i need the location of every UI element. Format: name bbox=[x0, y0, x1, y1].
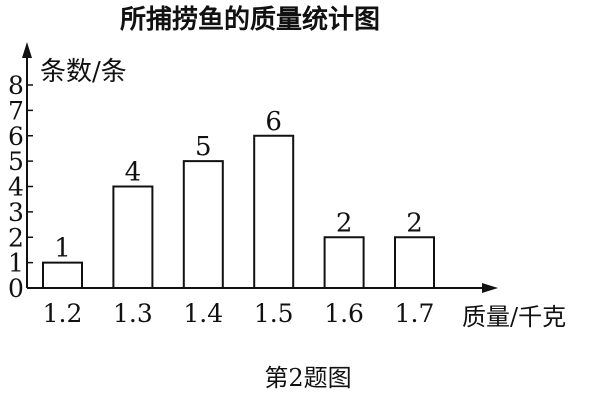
y-tick-label: 7 bbox=[8, 96, 24, 125]
y-tick-label: 8 bbox=[8, 71, 24, 100]
x-axis-arrow bbox=[482, 283, 498, 293]
bar bbox=[112, 185, 154, 289]
y-tick-label: 3 bbox=[8, 198, 24, 227]
data-label: 5 bbox=[195, 132, 212, 162]
y-axis-label: 条数/条 bbox=[40, 57, 127, 87]
y-tick-label: 6 bbox=[8, 122, 24, 151]
data-label: 1 bbox=[54, 234, 71, 264]
x-tick-label: 1.4 bbox=[183, 299, 223, 328]
bar bbox=[323, 236, 365, 289]
bar bbox=[42, 261, 83, 289]
bar bbox=[182, 160, 224, 289]
data-label: 2 bbox=[336, 208, 353, 238]
data-label: 6 bbox=[265, 107, 282, 137]
chart-title: 所捕捞鱼的质量统计图 bbox=[120, 4, 380, 35]
y-tick-label: 0 bbox=[8, 274, 24, 303]
y-tick-label: 1 bbox=[8, 249, 24, 278]
data-label: 4 bbox=[125, 158, 142, 188]
x-tick-label: 1.6 bbox=[324, 299, 364, 328]
y-tick-label: 5 bbox=[8, 147, 24, 176]
x-axis-label: 质量/千克 bbox=[462, 303, 566, 331]
x-tick-label: 1.5 bbox=[254, 299, 294, 328]
x-tick-label: 1.3 bbox=[113, 299, 153, 328]
data-label: 2 bbox=[406, 208, 423, 238]
figure-caption: 第2题图 bbox=[264, 364, 352, 392]
x-tick-label: 1.2 bbox=[43, 299, 83, 328]
y-tick-label: 4 bbox=[8, 173, 24, 202]
bar bbox=[394, 236, 435, 289]
y-axis-arrow bbox=[22, 42, 32, 58]
bar bbox=[253, 134, 295, 289]
y-tick-label: 2 bbox=[8, 223, 24, 252]
x-tick-label: 1.7 bbox=[395, 299, 435, 328]
